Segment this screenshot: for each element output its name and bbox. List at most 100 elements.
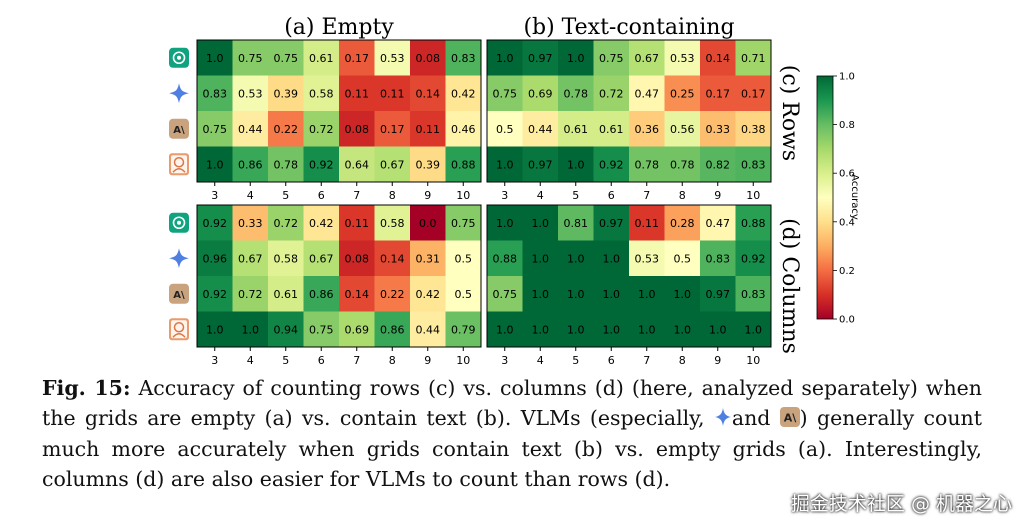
- heatmap-cell: [558, 276, 594, 312]
- cell-value-label: 1.0: [603, 288, 621, 301]
- cell-value-label: 1.0: [638, 288, 656, 301]
- x-tick-label: 9: [714, 354, 721, 367]
- heatmap-cell: [487, 276, 523, 312]
- heatmap-cell: [593, 40, 630, 76]
- cell-value-label: 0.94: [274, 323, 299, 336]
- cell-value-label: 0.58: [309, 87, 334, 100]
- cell-value-label: 0.83: [451, 52, 476, 65]
- heatmap-cell: [232, 205, 269, 241]
- cell-value-label: 0.83: [741, 158, 766, 171]
- heatmap-cell: [303, 75, 340, 112]
- cell-value-label: 0.33: [238, 217, 263, 230]
- heatmap-cell: [700, 205, 736, 241]
- cell-value-label: 0.75: [238, 52, 263, 65]
- heatmap-cell: [410, 240, 446, 277]
- heatmap-cell: [487, 240, 523, 277]
- heatmap-cell: [339, 111, 375, 147]
- cell-value-label: 0.72: [599, 87, 624, 100]
- x-tick-label: 5: [572, 189, 579, 202]
- heatmap-cell: [593, 240, 630, 277]
- cell-value-label: 0.92: [741, 252, 766, 265]
- heatmap-cell: [410, 276, 446, 312]
- cell-value-label: 0.72: [238, 288, 263, 301]
- heatmap-cell: [664, 40, 701, 76]
- cell-value-label: 0.97: [706, 288, 731, 301]
- heatmap-cell: [374, 240, 411, 277]
- cell-value-label: 0.64: [345, 158, 370, 171]
- x-tick-label: 6: [318, 354, 325, 367]
- heatmap-cell: [410, 205, 446, 241]
- heatmap-cell: [445, 311, 482, 348]
- x-tick-label: 10: [456, 354, 470, 367]
- x-tick-label: 9: [714, 189, 721, 202]
- cell-value-label: 1.0: [206, 323, 224, 336]
- cell-value-label: 0.11: [345, 217, 370, 230]
- cell-value-label: 0.42: [451, 87, 476, 100]
- cell-value-label: 0.22: [274, 123, 299, 136]
- heatmap-cell: [197, 311, 233, 348]
- cell-value-label: 0.75: [451, 217, 476, 230]
- heatmap-cell: [735, 205, 772, 241]
- heatmap-cell: [197, 146, 233, 183]
- panel-title-a: (a) Empty: [284, 15, 394, 40]
- cell-value-label: 0.47: [706, 217, 731, 230]
- cell-value-label: 0.53: [635, 252, 660, 265]
- x-tick-label: 4: [537, 189, 544, 202]
- heatmap-cell: [664, 146, 701, 183]
- heatmap-cell: [303, 111, 340, 147]
- x-tick-label: 8: [679, 189, 686, 202]
- heatmap-cell: [445, 40, 482, 76]
- caption-text-1: Accuracy of counting rows (c) vs. column…: [42, 376, 982, 430]
- heatmap-cell: [374, 311, 411, 348]
- heatmap-cell: [522, 205, 559, 241]
- claude-inline-icon: A\: [779, 406, 800, 436]
- heatmap-cell: [339, 240, 375, 277]
- cell-value-label: 1.0: [206, 158, 224, 171]
- cell-value-label: 0.53: [380, 52, 405, 65]
- x-tick-label: 10: [746, 189, 760, 202]
- cell-value-label: 0.67: [635, 52, 660, 65]
- cell-value-label: 1.0: [745, 323, 763, 336]
- heatmap-cell: [700, 40, 736, 76]
- heatmap-cell: [700, 75, 736, 112]
- heatmap-cell: [558, 240, 594, 277]
- cell-value-label: 1.0: [603, 323, 621, 336]
- cell-value-label: 0.0: [419, 217, 437, 230]
- cell-value-label: 1.0: [496, 52, 514, 65]
- heatmap-cell: [445, 240, 482, 277]
- heatmap-cell: [374, 276, 411, 312]
- heatmap-frame: [196, 204, 482, 348]
- cell-value-label: 0.25: [670, 87, 695, 100]
- cell-value-label: 0.88: [741, 217, 766, 230]
- x-tick-label: 7: [353, 189, 360, 202]
- claude-icon: A\: [169, 118, 189, 139]
- heatmap-cell: [593, 146, 630, 183]
- cell-value-label: 0.97: [599, 217, 624, 230]
- heatmap-cell: [197, 75, 233, 112]
- svg-text:A\: A\: [783, 411, 797, 424]
- x-tick-label: 3: [501, 189, 508, 202]
- heatmap-panels: 1.0 0.75 0.75 0.61 0.17 0.53 0.08 0.830.83 0.53 0…: [196, 39, 772, 367]
- cell-value-label: 0.75: [493, 288, 518, 301]
- heatmap-cell: [522, 311, 559, 348]
- heatmap-cell: [487, 146, 523, 183]
- heatmap-cell: [487, 75, 523, 112]
- cell-value-label: 0.92: [203, 217, 228, 230]
- cell-value-label: 0.11: [345, 87, 370, 100]
- cell-value-label: 1.0: [532, 217, 550, 230]
- svg-text:A\: A\: [173, 290, 185, 301]
- heatmap-cell: [268, 75, 304, 112]
- chatgpt-icon: [169, 212, 189, 233]
- x-tick-label: 3: [501, 354, 508, 367]
- heatmap-cell: [629, 111, 665, 147]
- heatmap-cell: [232, 111, 269, 147]
- heatmap-cell: [629, 276, 665, 312]
- cell-value-label: 1.0: [532, 252, 550, 265]
- cell-value-label: 1.0: [496, 323, 514, 336]
- x-tick-label: 8: [389, 189, 396, 202]
- colorbar-tick-label: 0.4: [839, 217, 855, 228]
- heatmap-a-cols: 0.92 0.33 0.72 0.42 0.11 0.58 0.0 0.750.96 0.67 0…: [196, 204, 482, 367]
- x-tick-label: 4: [537, 354, 544, 367]
- gemini-icon: [169, 83, 189, 104]
- cell-value-label: 0.83: [203, 87, 228, 100]
